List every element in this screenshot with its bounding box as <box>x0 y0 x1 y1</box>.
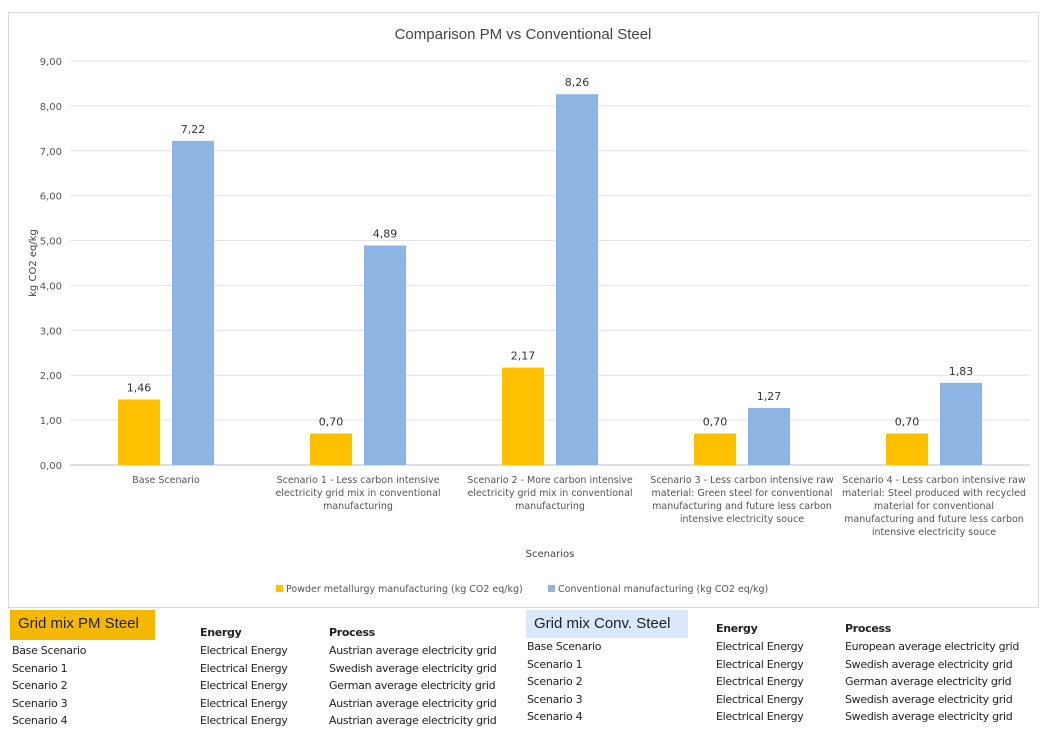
x-tick-label: Base Scenario <box>132 475 200 486</box>
row-process: European average electricity grid <box>845 640 1020 653</box>
row-energy: Electrical Energy <box>716 675 804 689</box>
table-header-process: Process <box>329 626 376 639</box>
table-header-process: Process <box>845 622 892 635</box>
bar-conventional <box>172 140 214 465</box>
y-tick-label: 6,00 <box>40 192 62 203</box>
x-tick-label: Scenario 3 - Less carbon intensive raw ma… <box>650 475 834 525</box>
row-process: German average electricity grid <box>845 675 1012 689</box>
row-process: Austrian average electricity grid <box>329 714 497 728</box>
y-axis-label: kg CO2 eq/kg <box>28 229 39 297</box>
row-scenario: Scenario 2 <box>12 679 68 693</box>
data-label: 0,70 <box>703 416 728 429</box>
bar-pm <box>886 433 928 465</box>
data-label: 8,26 <box>565 76 590 89</box>
data-label: 1,83 <box>949 365 974 378</box>
bar-chart: Comparison PM vs Conventional Steel 0,00 1… <box>28 26 1030 595</box>
x-tick-label: Scenario 2 - More carbon intensive electr… <box>467 475 633 512</box>
row-energy: Electrical Energy <box>716 710 804 724</box>
y-tick-label: 4,00 <box>40 281 62 292</box>
row-energy: Electrical Energy <box>716 657 804 671</box>
row-process: Swedish average electricity grid <box>329 661 497 675</box>
y-tick-label: 1,00 <box>40 416 62 427</box>
x-axis-label: Scenarios <box>526 549 575 560</box>
row-scenario: Base Scenario <box>527 640 602 653</box>
row-scenario: Scenario 3 <box>527 692 583 706</box>
row-energy: Electrical Energy <box>716 640 804 653</box>
data-label: 0,70 <box>319 416 344 429</box>
bar-conventional <box>364 245 406 465</box>
bar-conventional <box>556 94 598 466</box>
row-process: Austrian average electricity grid <box>329 696 497 710</box>
data-label: 2,17 <box>511 350 536 363</box>
row-scenario: Scenario 2 <box>527 675 583 689</box>
table-header-energy: Energy <box>716 622 758 635</box>
data-label: 1,27 <box>757 390 782 403</box>
bar-pm <box>310 433 352 465</box>
y-tick-label: 7,00 <box>40 147 62 158</box>
row-process: Swedish average electricity grid <box>845 657 1013 671</box>
row-energy: Electrical Energy <box>200 714 288 728</box>
y-tick-label: 5,00 <box>40 237 62 248</box>
bar-conventional <box>940 382 982 465</box>
row-scenario: Scenario 1 <box>12 661 68 675</box>
bar-conventional <box>748 407 790 465</box>
row-energy: Electrical Energy <box>200 644 288 657</box>
row-process: German average electricity grid <box>329 679 496 693</box>
conv-table-title: Grid mix Conv. Steel <box>526 610 688 638</box>
table-header-energy: Energy <box>200 626 242 639</box>
bar-pm <box>502 367 544 465</box>
row-scenario: Scenario 3 <box>12 696 68 710</box>
pm-table-title: Grid mix PM Steel <box>10 610 155 640</box>
row-process: Swedish average electricity grid <box>845 692 1013 706</box>
row-scenario: Scenario 4 <box>12 714 68 728</box>
data-label: 4,89 <box>373 227 398 240</box>
row-energy: Electrical Energy <box>716 692 804 706</box>
row-energy: Electrical Energy <box>200 679 288 693</box>
bar-pm <box>118 399 160 465</box>
data-label: 1,46 <box>127 381 152 394</box>
row-scenario: Base Scenario <box>12 644 87 657</box>
x-tick-label: Scenario 1 - Less carbon intensive electr… <box>275 475 440 512</box>
row-scenario: Scenario 1 <box>527 657 583 671</box>
row-process: Swedish average electricity grid <box>845 710 1013 724</box>
legend-label-pm: Powder metallurgy manufacturing (kg CO2 … <box>286 584 523 595</box>
y-tick-label: 9,00 <box>40 57 62 68</box>
row-scenario: Scenario 4 <box>527 710 583 724</box>
y-tick-label: 3,00 <box>40 326 62 337</box>
data-label: 0,70 <box>895 416 920 429</box>
x-tick-label: Scenario 4 - Less carbon intensive raw ma… <box>842 475 1026 538</box>
chart-title: Comparison PM vs Conventional Steel <box>395 26 652 43</box>
y-tick-label: 8,00 <box>40 102 62 113</box>
data-label: 7,22 <box>181 123 206 136</box>
legend-swatch-pm <box>276 585 283 592</box>
row-energy: Electrical Energy <box>200 696 288 710</box>
row-energy: Electrical Energy <box>200 661 288 675</box>
legend-swatch-conventional <box>548 585 555 592</box>
chart-frame <box>8 12 1039 608</box>
y-tick-label: 0,00 <box>40 461 62 472</box>
y-tick-label: 2,00 <box>40 371 62 382</box>
bar-pm <box>694 433 736 465</box>
row-process: Austrian average electricity grid <box>329 644 497 657</box>
legend-label-conventional: Conventional manufacturing (kg CO2 eq/kg… <box>558 584 768 595</box>
